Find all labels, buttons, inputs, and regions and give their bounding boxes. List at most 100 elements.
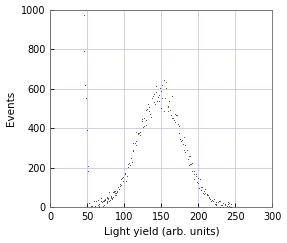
Point [210, 199, 214, 202]
Point [143, 118, 148, 122]
Point [182, 148, 187, 152]
Point [212, 202, 217, 206]
Point [208, 198, 213, 201]
Point [111, 191, 116, 194]
Point [146, 105, 151, 109]
Point [107, 198, 112, 202]
Point [157, 99, 161, 103]
Point [123, 179, 128, 183]
Point [103, 198, 107, 202]
Point [183, 150, 187, 154]
Point [133, 143, 138, 147]
Point [202, 189, 206, 193]
Point [159, 89, 163, 93]
Point [115, 189, 120, 193]
Point [218, 199, 223, 203]
Point [85, 164, 90, 167]
Point [104, 196, 109, 200]
Point [116, 186, 121, 190]
Point [116, 187, 121, 191]
Point [82, 14, 86, 17]
Point [187, 154, 191, 158]
Point [102, 199, 106, 203]
Point [159, 106, 164, 110]
Point [192, 177, 197, 181]
Point [167, 99, 172, 103]
Point [172, 118, 177, 122]
Point [220, 203, 225, 207]
Point [196, 181, 200, 185]
Point [189, 169, 194, 173]
Point [178, 137, 182, 141]
Point [190, 161, 195, 165]
Point [83, 83, 88, 87]
Point [101, 199, 106, 203]
Point [174, 113, 178, 117]
Point [185, 148, 189, 152]
Point [166, 105, 171, 109]
Point [216, 200, 220, 204]
Point [170, 116, 174, 120]
Point [125, 163, 130, 166]
Point [180, 138, 185, 141]
Point [92, 204, 97, 208]
Point [198, 188, 203, 192]
Point [203, 187, 208, 191]
Point [193, 172, 198, 176]
Point [114, 191, 119, 195]
Point [110, 197, 114, 201]
Point [144, 108, 148, 112]
Point [222, 202, 227, 206]
Point [138, 134, 142, 138]
Point [158, 87, 162, 90]
Point [178, 137, 183, 141]
Point [193, 174, 198, 178]
Point [82, 49, 87, 53]
Point [142, 124, 146, 128]
Point [211, 200, 216, 203]
Point [197, 177, 202, 181]
Point [188, 162, 192, 166]
Point [106, 197, 111, 201]
Point [176, 122, 180, 126]
Point [229, 205, 234, 208]
Point [126, 165, 131, 169]
Point [99, 200, 103, 203]
Point [156, 95, 160, 99]
Point [121, 175, 126, 179]
Point [216, 199, 221, 203]
Point [151, 94, 155, 98]
Point [227, 204, 231, 208]
Point [140, 125, 145, 129]
Point [113, 191, 117, 195]
Point [114, 193, 119, 197]
Point [105, 195, 110, 199]
Point [214, 203, 218, 207]
Point [104, 199, 109, 203]
Point [185, 157, 190, 161]
Point [110, 196, 114, 200]
Point [130, 160, 135, 164]
Point [205, 193, 209, 197]
Point [126, 161, 131, 165]
Point [197, 186, 202, 190]
Point [131, 149, 136, 153]
Point [113, 189, 118, 193]
Point [224, 205, 229, 208]
Point [145, 102, 150, 106]
Point [168, 108, 172, 112]
X-axis label: Light yield (arb. units): Light yield (arb. units) [104, 227, 219, 237]
Point [139, 119, 144, 122]
Point [186, 163, 191, 167]
Point [118, 182, 122, 186]
Point [97, 202, 102, 206]
Point [111, 190, 116, 194]
Point [134, 139, 139, 143]
Point [195, 181, 200, 184]
Point [199, 185, 204, 189]
Point [209, 199, 213, 203]
Point [88, 204, 93, 208]
Point [173, 112, 177, 116]
Point [97, 205, 102, 209]
Point [208, 197, 212, 201]
